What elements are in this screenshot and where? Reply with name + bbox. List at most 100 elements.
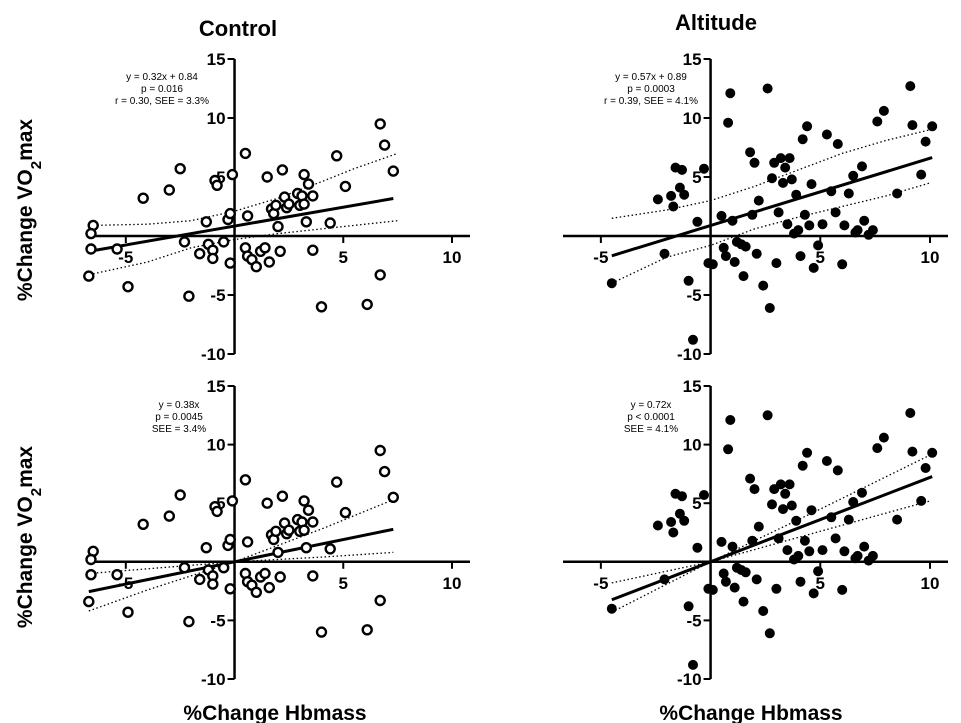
data-point: [771, 258, 782, 269]
data-point: [872, 443, 883, 454]
data-point: [261, 171, 273, 183]
data-point: [239, 474, 252, 486]
data-point: [652, 520, 663, 531]
data-point: [797, 134, 808, 145]
data-point: [137, 518, 149, 530]
ci-lower-band: [611, 182, 931, 284]
data-point: [817, 219, 828, 230]
data-point: [677, 491, 687, 502]
data-point: [799, 209, 810, 220]
data-point: [688, 334, 698, 345]
ci-lower-band: [93, 220, 398, 275]
data-point: [727, 215, 738, 226]
data-point: [793, 550, 804, 561]
ci-lower-band: [88, 551, 394, 612]
data-point: [226, 495, 239, 507]
data-point: [826, 186, 837, 197]
data-point: [782, 219, 793, 230]
data-point: [784, 153, 795, 164]
data-point: [207, 578, 219, 590]
data-point: [283, 198, 295, 210]
data-point: [261, 497, 273, 509]
stats-annotation-line: y = 0.72x: [631, 400, 672, 411]
data-point: [837, 259, 848, 270]
y-tick-label: -5: [210, 611, 225, 630]
data-point: [707, 259, 718, 270]
data-point: [758, 280, 769, 291]
data-point: [683, 275, 694, 286]
data-point: [674, 508, 685, 519]
y-tick-label: 15: [683, 377, 702, 396]
data-point: [813, 566, 824, 577]
data-point: [793, 225, 804, 236]
data-point: [738, 596, 749, 607]
data-point: [707, 584, 718, 595]
data-point: [241, 210, 254, 222]
data-point: [740, 241, 751, 252]
data-point: [786, 174, 797, 185]
data-point: [747, 535, 758, 546]
data-point: [729, 257, 740, 267]
x-tick-label: 5: [339, 574, 348, 593]
data-point: [339, 506, 352, 519]
data-point: [839, 220, 850, 231]
data-point: [274, 571, 286, 583]
data-point: [378, 465, 391, 478]
y-tick-label: 5: [216, 168, 225, 187]
data-point: [668, 201, 679, 212]
data-point: [806, 179, 817, 190]
data-point: [817, 545, 828, 556]
data-point: [848, 497, 859, 507]
data-point: [122, 606, 134, 618]
data-point: [374, 444, 386, 457]
data-point: [193, 573, 206, 586]
data-point: [795, 251, 806, 262]
data-point: [745, 473, 756, 484]
data-point: [778, 177, 788, 188]
data-point: [666, 517, 677, 527]
y-tick-label: -5: [686, 611, 701, 630]
data-point: [259, 567, 271, 580]
y-axis-label-top: %Change VO2max: [14, 119, 45, 302]
data-point: [276, 164, 289, 176]
data-point: [263, 581, 275, 594]
data-point: [859, 541, 870, 552]
data-point: [808, 588, 819, 599]
data-point: [224, 533, 236, 546]
y-tick-label: 5: [216, 494, 225, 513]
y-tick-label: -10: [201, 345, 226, 364]
data-point: [878, 105, 889, 116]
data-point: [907, 446, 918, 457]
data-point: [916, 169, 927, 180]
data-point: [916, 495, 927, 506]
data-point: [178, 562, 191, 574]
panel-2: -10 -5 5 10 15 -5 5 10 y = 0.57x + 0.89p = 0.000…: [563, 50, 948, 364]
stats-annotation-line: SEE = 4.1%: [624, 424, 678, 435]
regression-line: [88, 197, 394, 253]
data-point: [374, 594, 386, 607]
ci-upper-band: [88, 499, 394, 575]
x-tick-label: 10: [921, 248, 940, 267]
data-point: [797, 460, 808, 471]
data-point: [307, 516, 319, 528]
data-point: [193, 247, 206, 260]
column-title-control: Control: [199, 16, 277, 41]
data-point: [331, 150, 343, 162]
data-point: [795, 576, 806, 587]
data-point: [85, 243, 97, 255]
data-point: [272, 546, 284, 559]
data-point: [298, 198, 310, 210]
data-point: [718, 568, 729, 579]
data-point: [224, 257, 236, 269]
data-point: [786, 500, 797, 511]
data-point: [747, 209, 758, 220]
data-point: [137, 192, 149, 204]
data-point: [85, 553, 97, 566]
data-point: [762, 83, 773, 94]
data-point: [775, 479, 786, 490]
data-point: [224, 583, 236, 595]
data-point: [804, 546, 815, 557]
y-tick-label: 15: [683, 50, 702, 69]
data-point: [606, 603, 617, 614]
data-point: [830, 207, 841, 218]
